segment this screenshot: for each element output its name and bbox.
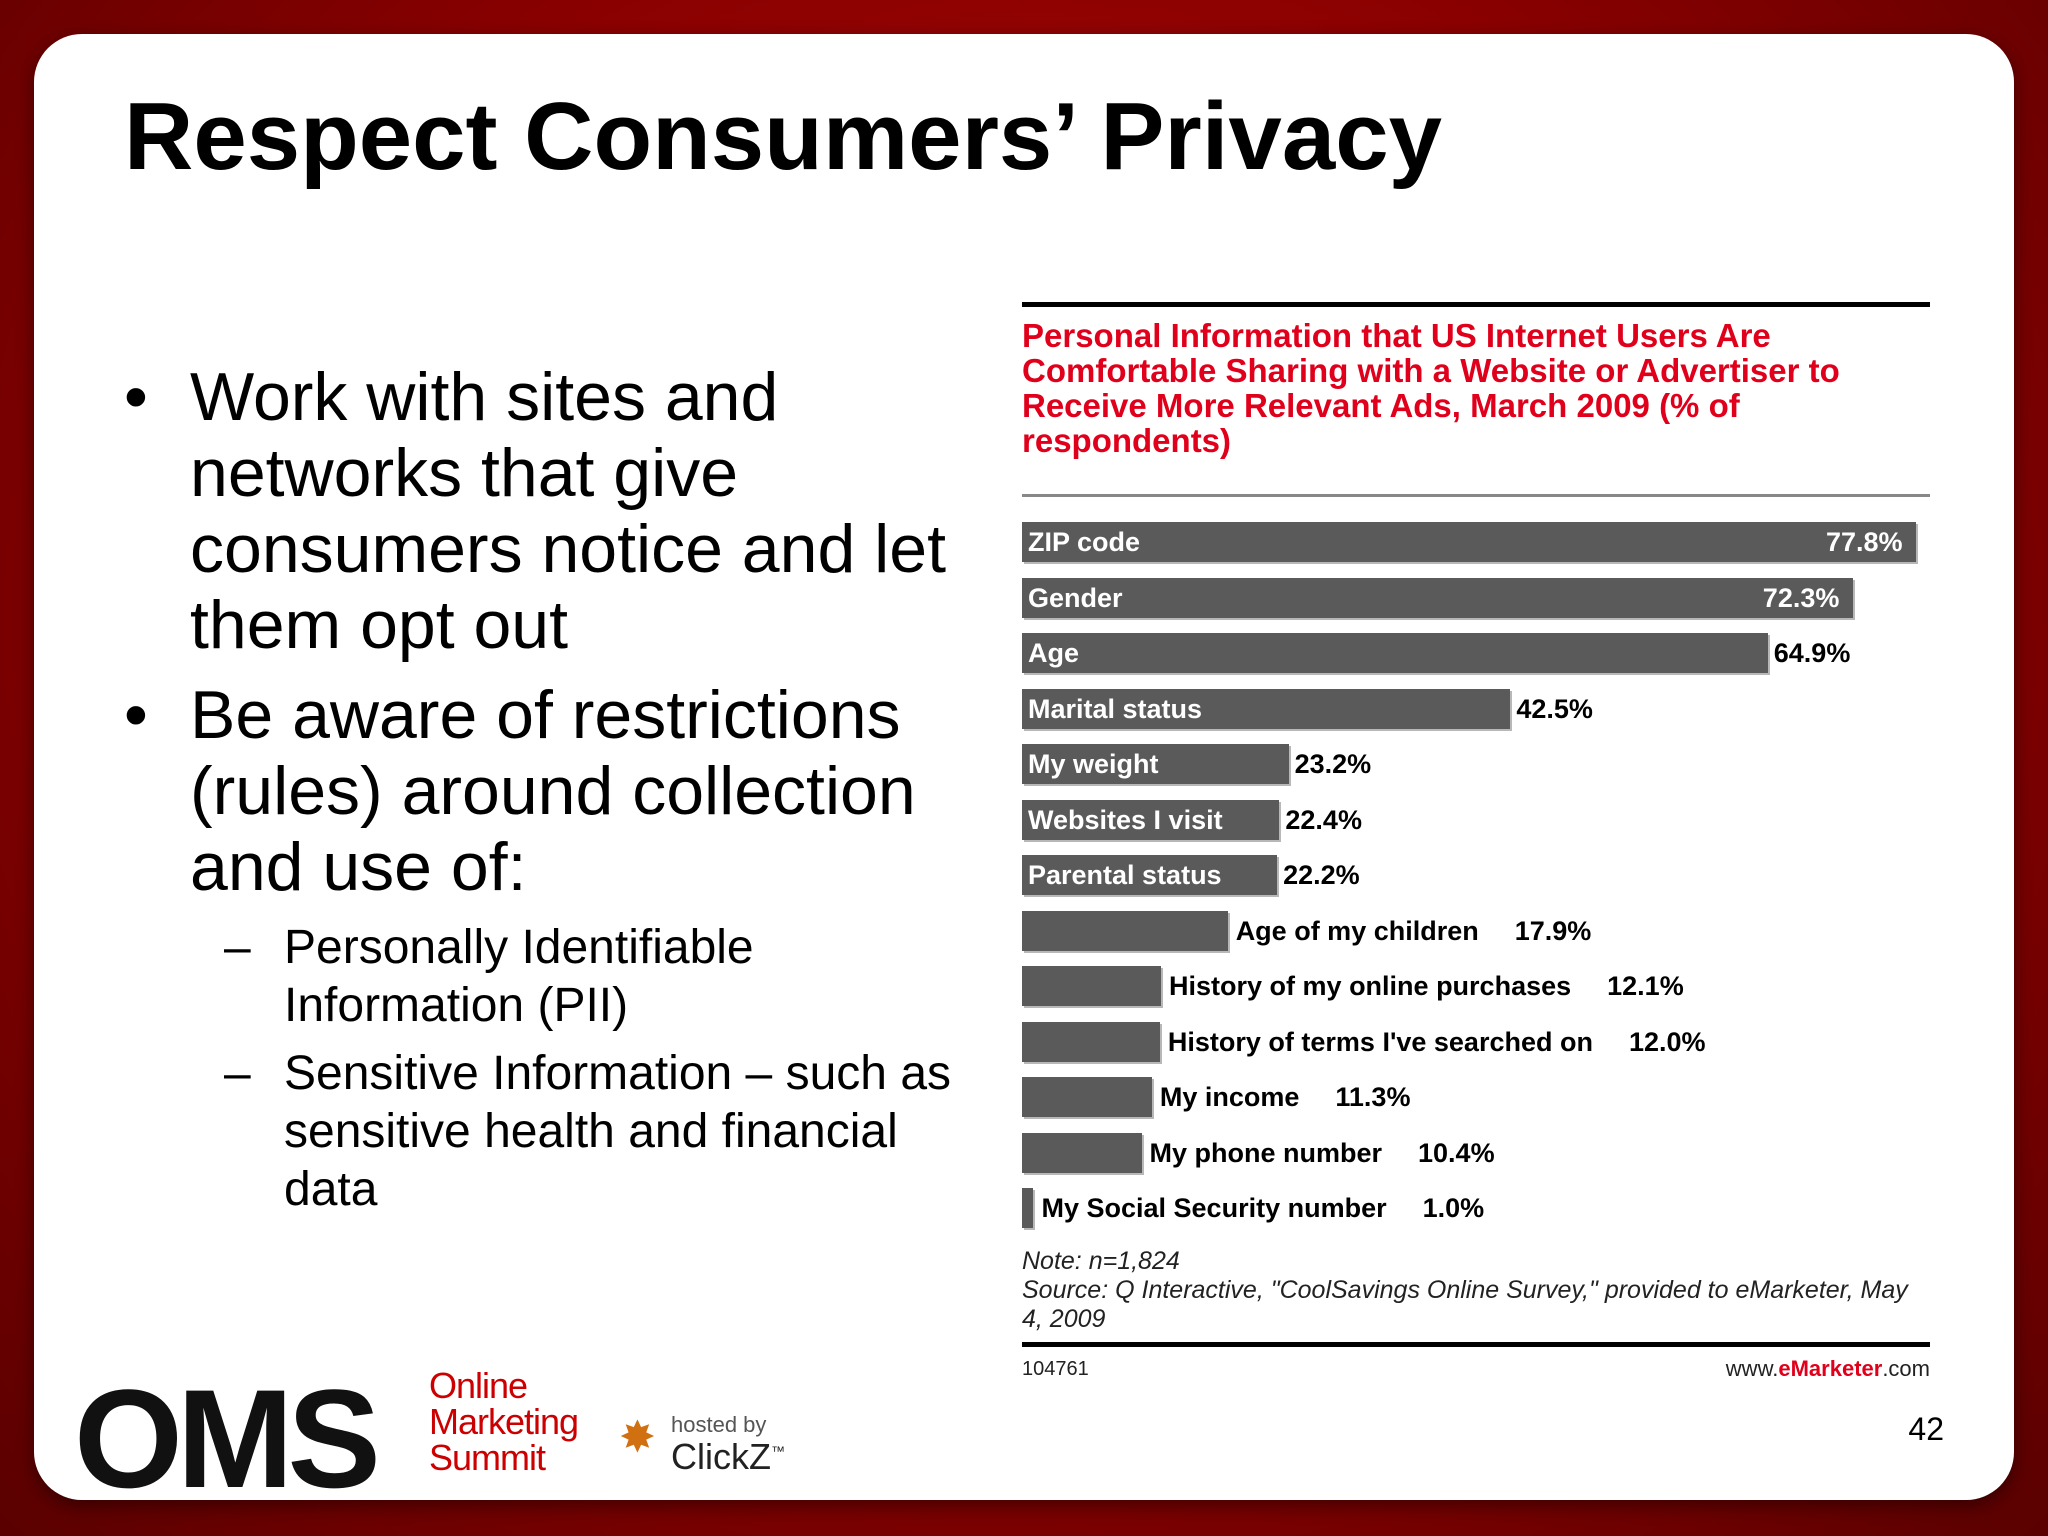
clickz-text: ClickZ: [671, 1436, 771, 1477]
chart-value-label: 72.3%: [1762, 582, 1840, 613]
slide-title: Respect Consumers’ Privacy: [124, 83, 1442, 190]
oms-logo: OMS Online Marketing Summit ✸ hosted by …: [74, 1364, 794, 1514]
oms-wordmark: OMS: [74, 1360, 381, 1517]
bar-chart: Personal Information that US Internet Us…: [1022, 302, 1932, 1382]
chart-value-label: 17.9%: [1514, 915, 1592, 946]
hosted-by-label: hosted by: [671, 1412, 767, 1437]
site-suffix: .com: [1882, 1356, 1930, 1381]
chart-note-n: Note: n=1,824: [1022, 1247, 1180, 1275]
bullet-list: • Work with sites and networks that give…: [124, 359, 1004, 1219]
chart-value-label: 1.0%: [1422, 1193, 1485, 1223]
oms-subtitle-line: Summit: [429, 1437, 546, 1478]
chart-value-label: 12.0%: [1628, 1026, 1706, 1057]
chart-code: 104761: [1022, 1358, 1089, 1380]
chart-bar: [1022, 1021, 1160, 1062]
chart-value-label: 10.4%: [1418, 1137, 1495, 1168]
chart-top-rule: [1022, 302, 1930, 307]
chart-bar: [1022, 688, 1511, 729]
chart-bar: [1022, 744, 1289, 784]
chart-value-label: 11.3%: [1335, 1082, 1411, 1112]
chart-category-label: My Social Security number: [1041, 1193, 1387, 1223]
chart-value-label: 22.2%: [1283, 860, 1360, 890]
bullet-item: • Work with sites and networks that give…: [124, 359, 1004, 663]
chart-category-label: Marital status: [1028, 693, 1203, 724]
sub-bullet-marker: –: [224, 921, 251, 974]
chart-bar: [1022, 1188, 1034, 1228]
chart-value-label: 23.2%: [1294, 749, 1372, 779]
page-number: 42: [1908, 1411, 1944, 1447]
sub-bullet-marker: –: [224, 1047, 251, 1100]
chart-category-label: Age of my children: [1235, 915, 1479, 946]
chart-bars-area: ZIP code 77.8% Gender 72.3% Age 64.9% Marital …: [1022, 302, 1932, 1302]
bullet-marker: •: [124, 677, 148, 753]
chart-source: Source: Q Interactive, "CoolSavings Onli…: [1022, 1276, 1908, 1333]
chart-note: Note: n=1,824 Source: Q Interactive, "Co…: [1022, 1247, 1927, 1334]
chart-bar: [1022, 577, 1853, 618]
chart-bar: [1022, 522, 1916, 562]
chart-category-label: Age: [1028, 638, 1080, 668]
chart-value-label: 12.1%: [1607, 971, 1684, 1001]
chart-bar: [1022, 633, 1768, 673]
chart-category-label: My income: [1159, 1082, 1300, 1112]
oms-subtitle: Online Marketing Summit: [429, 1365, 579, 1478]
clickz-star-icon: ✸: [619, 1413, 656, 1462]
chart-value-label: 77.8%: [1826, 527, 1903, 557]
chart-category-label: ZIP code: [1028, 527, 1141, 557]
chart-title-rule: [1022, 494, 1930, 497]
oms-subtitle-line: Marketing: [429, 1401, 579, 1442]
sub-bullet-item: – Sensitive Information – such as sensit…: [124, 1045, 1004, 1219]
chart-bar: [1022, 966, 1162, 1006]
sub-bullet-text: Sensitive Information – such as sensitiv…: [284, 1047, 952, 1216]
chart-category-label: My phone number: [1149, 1137, 1383, 1168]
chart-bar: [1022, 799, 1280, 840]
sub-bullet-text: Personally Identifiable Information (PII…: [284, 921, 754, 1032]
bullet-text: Work with sites and networks that give c…: [190, 359, 946, 663]
chart-category-label: My weight: [1028, 749, 1159, 779]
site-brand: eMarketer: [1778, 1356, 1883, 1381]
sub-bullet-item: – Personally Identifiable Information (P…: [124, 919, 1004, 1035]
chart-category-label: Websites I visit: [1028, 804, 1223, 835]
slide: Respect Consumers’ Privacy • Work with s…: [34, 34, 2014, 1514]
chart-category-label: History of my online purchases: [1169, 971, 1572, 1001]
bullet-marker: •: [124, 359, 148, 435]
chart-value-label: 42.5%: [1516, 693, 1593, 724]
chart-bottom-rule: [1022, 1342, 1930, 1347]
oms-subtitle-line: Online: [429, 1365, 528, 1406]
chart-value-label: 64.9%: [1773, 638, 1851, 668]
bullet-item: • Be aware of restrictions (rules) aroun…: [124, 677, 1004, 905]
chart-bar: [1022, 1077, 1152, 1117]
chart-bar: [1022, 855, 1278, 895]
site-prefix: www.: [1725, 1356, 1779, 1381]
clickz-tm: ™: [770, 1443, 785, 1459]
chart-value-label: 22.4%: [1285, 804, 1362, 835]
chart-category-label: Parental status: [1028, 860, 1222, 890]
chart-title: Personal Information that US Internet Us…: [1022, 317, 1840, 459]
chart-bar: [1022, 910, 1228, 951]
chart-source-site: www.eMarketer.com: [1726, 1356, 1930, 1382]
clickz-wordmark: ClickZ™: [671, 1436, 785, 1478]
chart-category-label: Gender: [1028, 582, 1123, 613]
bullet-text: Be aware of restrictions (rules) around …: [190, 677, 916, 905]
chart-category-label: History of terms I've searched on: [1167, 1026, 1593, 1057]
chart-bar: [1022, 1132, 1142, 1173]
